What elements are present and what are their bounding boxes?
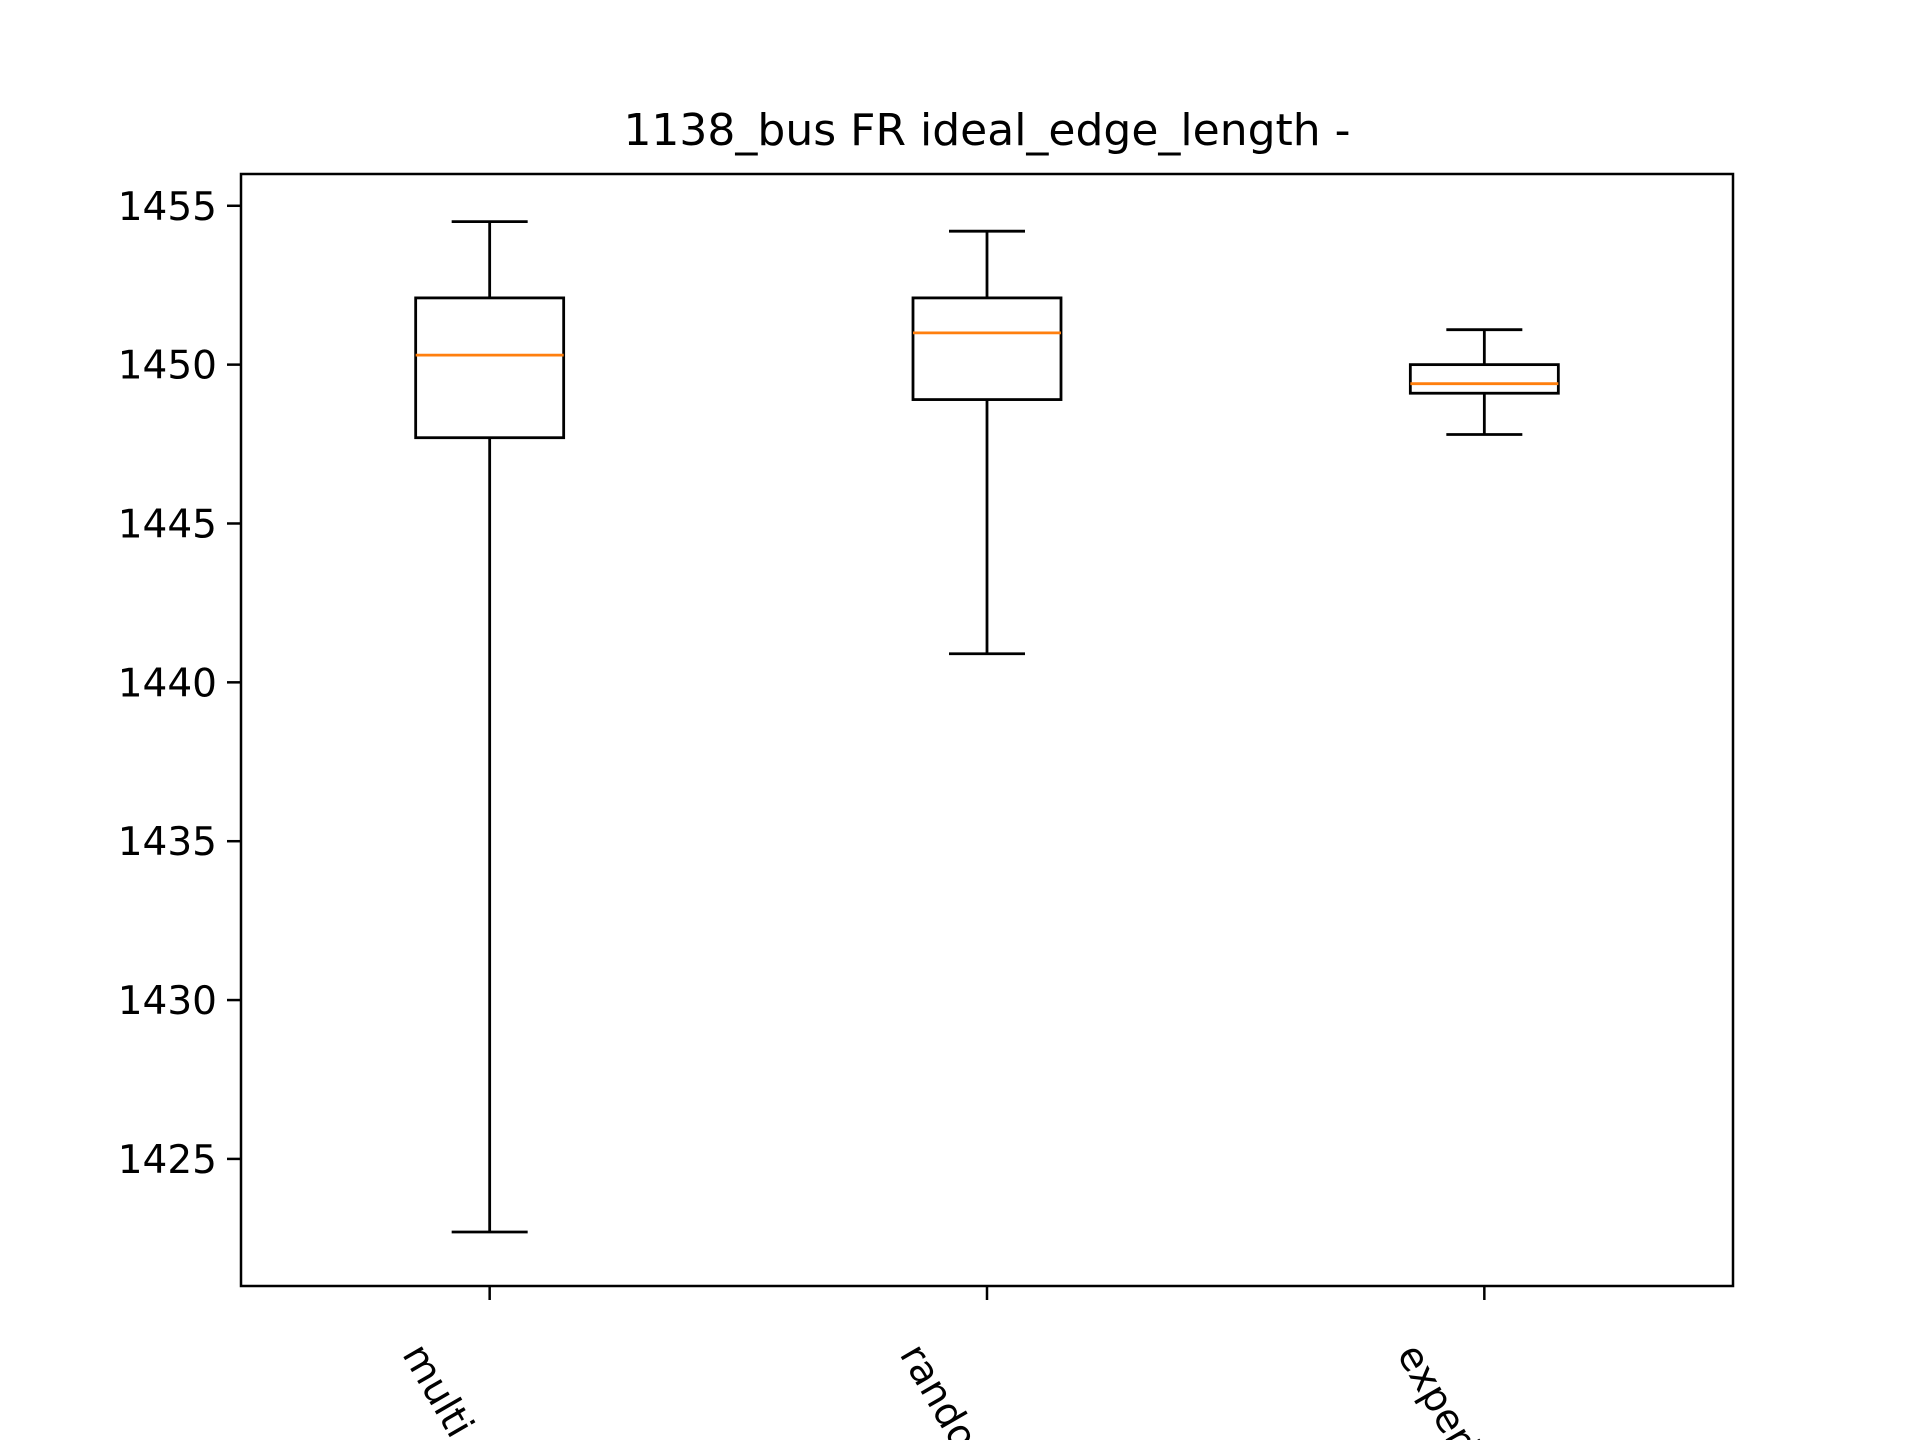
y-tick-label-6: 1455 (118, 185, 217, 230)
y-axis: 1425 1430 1435 1440 1445 1450 1455 (118, 185, 241, 1183)
y-tick-label-3: 1440 (118, 661, 217, 706)
box-1 (911, 296, 1063, 401)
y-tick-label-2: 1435 (118, 820, 217, 865)
y-tick-label-4: 1445 (118, 502, 217, 547)
boxes-group (414, 220, 1560, 1234)
plot-area-frame (239, 172, 1735, 1288)
box-0 (414, 296, 566, 440)
box-2 (1408, 363, 1560, 395)
y-tick-label-1: 1430 (118, 979, 217, 1024)
y-tick-label-5: 1450 (118, 344, 217, 389)
chart-title: 1138_bus FR ideal_edge_length - (623, 105, 1350, 156)
y-tick-label-0: 1425 (118, 1138, 217, 1183)
